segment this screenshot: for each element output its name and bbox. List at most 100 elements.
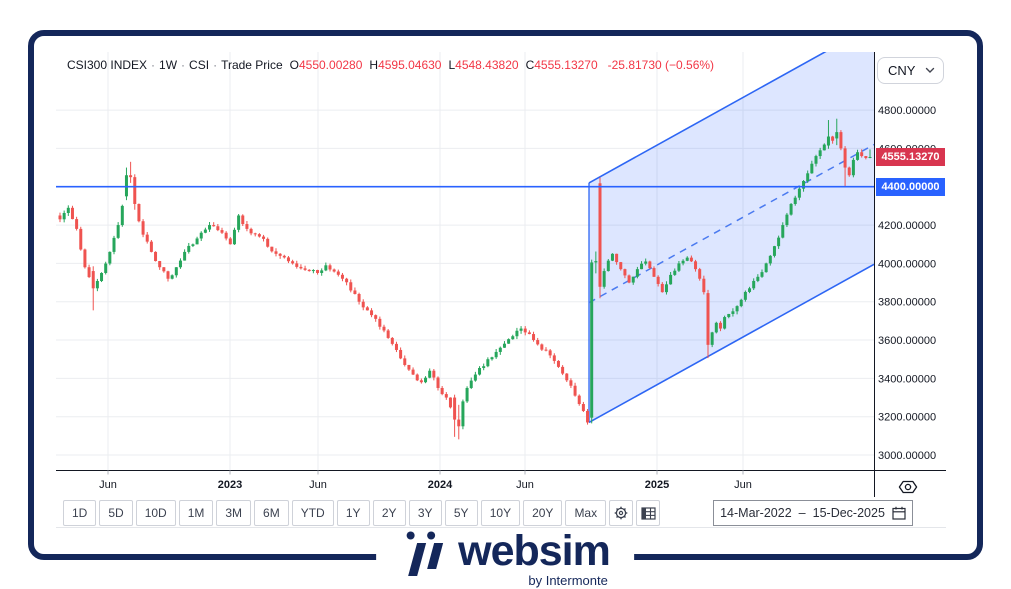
candle <box>116 222 120 239</box>
candle <box>457 404 461 440</box>
candle <box>839 130 843 151</box>
candle <box>652 266 656 277</box>
price-tick-label: 3200.00000 <box>878 412 936 424</box>
candle <box>635 266 639 279</box>
candle <box>262 234 266 242</box>
range-button-1d[interactable]: 1D <box>63 500 97 526</box>
calendar-icon <box>892 506 906 520</box>
candle <box>627 274 631 284</box>
candle <box>677 261 681 273</box>
candle <box>602 268 606 289</box>
range-button-5y[interactable]: 5Y <box>444 500 478 526</box>
candle <box>569 378 573 389</box>
range-button-3y[interactable]: 3Y <box>408 500 442 526</box>
candle <box>291 259 295 265</box>
time-tick-label: Jun <box>516 479 534 491</box>
range-button-5d[interactable]: 5D <box>99 500 133 526</box>
candle <box>178 258 182 269</box>
candle <box>586 408 590 425</box>
candle <box>552 353 556 364</box>
candle <box>664 281 668 295</box>
open-label: O <box>289 58 299 72</box>
candle <box>772 245 776 258</box>
candle <box>411 367 415 376</box>
date-to: 15-Dec-2025 <box>812 506 885 520</box>
candle <box>394 341 398 353</box>
candle <box>307 269 311 272</box>
legend-separator: · <box>181 58 186 72</box>
range-button-1m[interactable]: 1M <box>178 500 214 526</box>
candle <box>274 248 278 257</box>
candle <box>536 337 540 346</box>
candle <box>436 376 440 391</box>
candle <box>75 216 79 231</box>
channel-fill[interactable] <box>589 52 874 423</box>
range-button-20y[interactable]: 20Y <box>523 500 563 526</box>
candle <box>756 274 760 283</box>
candle <box>403 355 407 367</box>
range-button-6m[interactable]: 6M <box>254 500 289 526</box>
chart-settings-gear-icon[interactable] <box>609 500 634 526</box>
candle <box>660 282 664 293</box>
legend-separator: · <box>151 58 156 72</box>
candle <box>87 264 91 279</box>
range-button-max[interactable]: Max <box>565 500 607 526</box>
candle <box>648 260 652 270</box>
range-button-1y[interactable]: 1Y <box>336 500 370 526</box>
candle <box>631 276 635 285</box>
candle <box>133 174 137 210</box>
candle <box>328 263 332 272</box>
candle <box>656 275 660 287</box>
date-range-picker[interactable]: 14-Mar-2022 – 15-Dec-2025 <box>713 500 913 526</box>
candle <box>203 227 207 234</box>
candle <box>270 246 274 253</box>
candle <box>448 397 452 409</box>
candle <box>465 386 469 403</box>
candle <box>764 262 768 273</box>
price-chart[interactable]: 4800.000004600.000004400.000004200.00000… <box>56 52 946 498</box>
range-button-ytd[interactable]: YTD <box>291 500 334 526</box>
candle <box>357 292 361 305</box>
currency-dropdown[interactable]: CNY <box>877 57 944 84</box>
candle <box>374 314 378 322</box>
range-button-3m[interactable]: 3M <box>216 500 252 526</box>
range-button-10y[interactable]: 10Y <box>480 500 521 526</box>
candle <box>581 401 585 413</box>
candle <box>482 363 486 371</box>
candle <box>444 392 448 400</box>
candle <box>95 278 99 292</box>
candle <box>336 269 340 277</box>
candle <box>577 394 581 406</box>
brand-frame <box>28 30 983 560</box>
candle <box>739 298 743 308</box>
candle <box>793 195 797 206</box>
data-grid-icon[interactable] <box>636 500 661 526</box>
candle <box>365 306 369 311</box>
brand-tagline: by Intermonte <box>528 573 608 588</box>
candle <box>498 346 502 355</box>
candle <box>299 264 303 270</box>
candle <box>316 269 320 275</box>
range-button-10d[interactable]: 10D <box>135 500 176 526</box>
channel-lower-line[interactable] <box>588 263 874 424</box>
close-label: C <box>525 58 535 72</box>
candle <box>282 254 286 259</box>
pane-settings-hex-icon[interactable] <box>898 479 922 495</box>
candle <box>311 269 315 274</box>
candle <box>432 368 436 381</box>
range-button-2y[interactable]: 2Y <box>372 500 406 526</box>
brand-name: websim <box>458 527 611 575</box>
legend-separator: · <box>213 58 218 72</box>
candle <box>606 259 610 272</box>
candle <box>79 226 83 251</box>
candle <box>154 251 158 262</box>
symbol-name[interactable]: CSI300 INDEX <box>67 58 148 72</box>
candle <box>523 326 527 336</box>
candle <box>208 222 212 232</box>
price-tick-label: 4200.00000 <box>878 220 936 232</box>
candle <box>507 338 511 344</box>
chevron-down-icon <box>925 67 935 73</box>
candle <box>187 242 191 254</box>
channel-upper-line[interactable] <box>588 52 874 184</box>
interval-label[interactable]: 1W <box>159 58 178 72</box>
